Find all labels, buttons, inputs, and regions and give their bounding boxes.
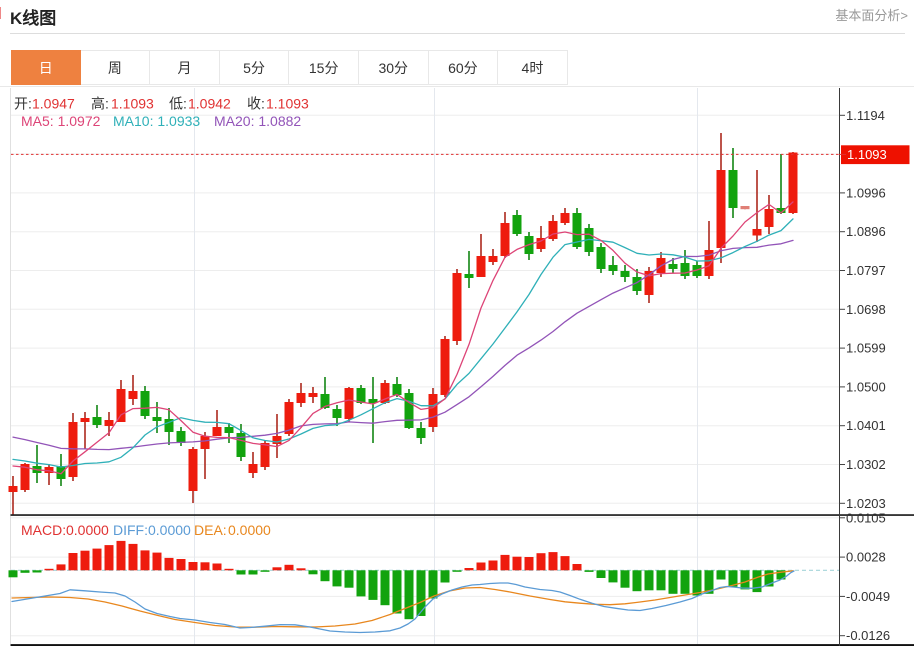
svg-text:1.1093: 1.1093: [266, 96, 309, 112]
svg-text:低:: 低:: [169, 96, 187, 112]
svg-text:1.0599: 1.0599: [846, 341, 886, 356]
svg-text:1.1194: 1.1194: [846, 108, 885, 123]
svg-text:1.0203: 1.0203: [846, 496, 886, 511]
svg-text:0.0000: 0.0000: [228, 522, 271, 538]
svg-text:收:: 收:: [247, 96, 265, 112]
svg-text:MA5: 1.0972: MA5: 1.0972: [21, 113, 101, 129]
svg-text:1.0302: 1.0302: [846, 457, 886, 472]
svg-text:0.0000: 0.0000: [148, 522, 191, 538]
svg-text:开:: 开:: [14, 96, 32, 112]
svg-text:MACD:: MACD:: [21, 522, 66, 538]
svg-text:1.0947: 1.0947: [32, 96, 75, 112]
svg-text:-0.0049: -0.0049: [846, 589, 890, 604]
svg-text:1.0500: 1.0500: [846, 379, 886, 394]
svg-text:0.0105: 0.0105: [846, 510, 886, 525]
svg-text:-0.0126: -0.0126: [846, 628, 890, 643]
svg-text:DIFF:: DIFF:: [113, 522, 148, 538]
svg-text:高:: 高:: [91, 96, 109, 112]
svg-text:0.0000: 0.0000: [66, 522, 109, 538]
svg-text:1.0896: 1.0896: [846, 224, 886, 239]
svg-text:MA20: 1.0882: MA20: 1.0882: [214, 113, 301, 129]
svg-text:1.1093: 1.1093: [847, 147, 887, 162]
svg-text:1.0996: 1.0996: [846, 185, 886, 200]
svg-text:1.0942: 1.0942: [188, 96, 231, 112]
svg-text:1.1093: 1.1093: [111, 96, 154, 112]
svg-text:1.0698: 1.0698: [846, 302, 886, 317]
svg-text:DEA:: DEA:: [194, 522, 227, 538]
svg-text:MA10: 1.0933: MA10: 1.0933: [113, 113, 200, 129]
svg-text:0.0028: 0.0028: [846, 550, 886, 565]
svg-text:1.0401: 1.0401: [846, 418, 886, 433]
svg-text:1.0797: 1.0797: [846, 263, 886, 278]
